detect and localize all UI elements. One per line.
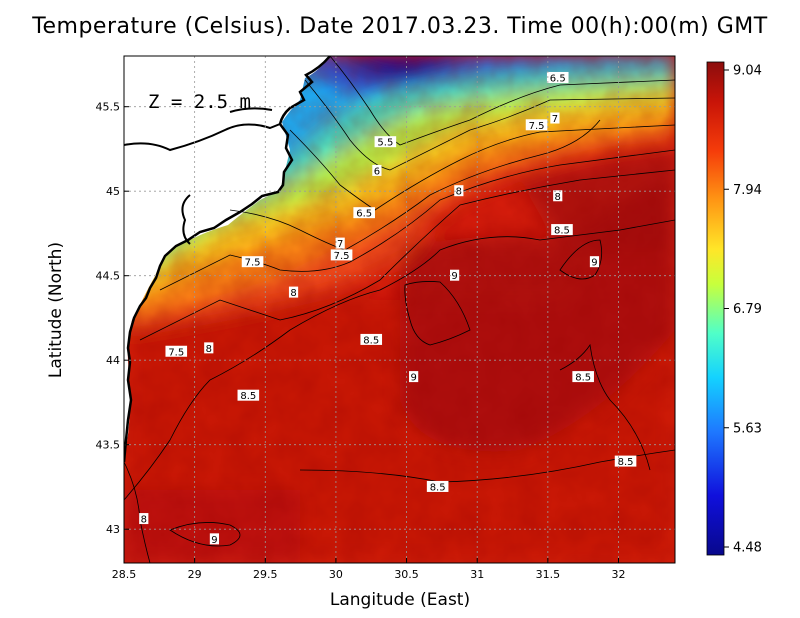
contour-label: 8	[456, 187, 462, 198]
x-tick-label: 31.5	[536, 568, 561, 581]
x-axis-ticks: 28.5 29 29.5 30 30.5 31 31.5 32	[112, 558, 625, 581]
contour-label: 8.5	[430, 482, 446, 493]
contour-label: 9	[451, 271, 457, 282]
contour-label-bg	[237, 389, 260, 401]
contour-label-bg	[335, 237, 345, 249]
contour-label: 9	[591, 258, 597, 269]
colorbar-gradient	[706, 61, 725, 556]
map-title: Temperature (Celsius). Date 2017.03.23. …	[32, 14, 768, 39]
coastline-inland	[124, 107, 281, 245]
contour-label: 8	[290, 288, 296, 299]
depth-label: Z = 2.5 m	[148, 91, 251, 113]
contour-label: 7.5	[529, 121, 545, 132]
contour-label: 7.5	[245, 258, 261, 269]
contour-label: 6.5	[550, 73, 566, 84]
colorbar: 9.04 7.94 6.79 5.63 4.48	[706, 61, 762, 556]
contour-label-bg	[454, 185, 464, 197]
contour-label-bg	[209, 533, 220, 545]
contour-label: 8.5	[554, 226, 570, 237]
land-mass	[124, 56, 330, 460]
contour-label-bg	[550, 112, 560, 124]
contour-label-bg	[330, 249, 353, 261]
contour-label-bg	[525, 119, 548, 131]
contour-label-bg	[165, 345, 188, 357]
contour-label: 8.5	[618, 457, 634, 468]
contour-label-bg	[374, 136, 397, 148]
contour-label: 6.5	[356, 209, 372, 220]
contour-label: 8.5	[240, 391, 256, 402]
colorbar-ticks: 9.04 7.94 6.79 5.63 4.48	[724, 64, 762, 556]
contour-label-bg	[353, 207, 375, 219]
contour-label-bg	[241, 256, 264, 268]
y-tick-label: 45.5	[96, 101, 121, 114]
colorbar-tick-label: 7.94	[733, 183, 762, 198]
x-tick-label: 30.5	[394, 568, 419, 581]
y-tick-label: 44.5	[96, 270, 121, 283]
colorbar-tick-label: 4.48	[733, 541, 762, 556]
contour-label-bg	[360, 333, 383, 345]
contour-label-bg	[553, 190, 563, 202]
contour-label-bg	[546, 71, 569, 83]
contour-label: 5.5	[377, 138, 393, 149]
coastline	[124, 56, 331, 463]
contour-label: 8.5	[363, 335, 379, 346]
contour-label: 9	[410, 373, 416, 384]
contour-label: 9	[211, 535, 217, 546]
x-tick-label: 29.5	[253, 568, 278, 581]
contour-label: 8.5	[575, 373, 591, 384]
x-tick-label: 30	[329, 568, 343, 581]
y-tick-label: 43.5	[96, 439, 121, 452]
x-tick-label: 28.5	[112, 568, 137, 581]
y-axis-label: Latitude (North)	[46, 241, 66, 379]
grid-lines	[124, 56, 675, 563]
contour-label-bg	[409, 371, 419, 383]
x-tick-label: 29	[188, 568, 202, 581]
contour-label: 8	[141, 515, 147, 526]
x-axis-label: Langitude (East)	[329, 590, 471, 610]
y-axis-ticks: 43 43.5 44 44.5 45 45.5	[96, 101, 129, 536]
contour-label-bg	[204, 342, 214, 354]
contour-label-bg	[551, 224, 573, 236]
contour-label: 7.5	[168, 347, 184, 358]
y-tick-label: 44	[106, 354, 120, 367]
contour-label-bg	[450, 269, 460, 281]
y-tick-label: 43	[106, 523, 120, 536]
contour-label-bg	[139, 513, 149, 525]
colorbar-tick-label: 5.63	[733, 421, 762, 436]
x-tick-label: 31	[470, 568, 484, 581]
contour-label: 8	[206, 344, 212, 355]
plot-frame	[123, 55, 676, 564]
contour-label-bg	[589, 256, 600, 268]
contour-label: 7.5	[334, 251, 350, 262]
contour-label-bg	[372, 164, 382, 176]
contour-label: 8	[555, 192, 561, 203]
contour-label-bg	[288, 286, 299, 298]
contour-label-bg	[572, 371, 594, 383]
colorbar-tick-label: 9.04	[733, 64, 762, 79]
contour-label: 7	[552, 114, 558, 125]
contour-label-bg	[426, 480, 449, 492]
contour-label: 7	[337, 239, 343, 250]
contour-label-bg	[614, 455, 637, 467]
x-tick-label: 32	[611, 568, 625, 581]
contour-label: 6	[374, 166, 380, 177]
colorbar-tick-label: 6.79	[733, 302, 762, 317]
y-tick-label: 45	[106, 185, 120, 198]
